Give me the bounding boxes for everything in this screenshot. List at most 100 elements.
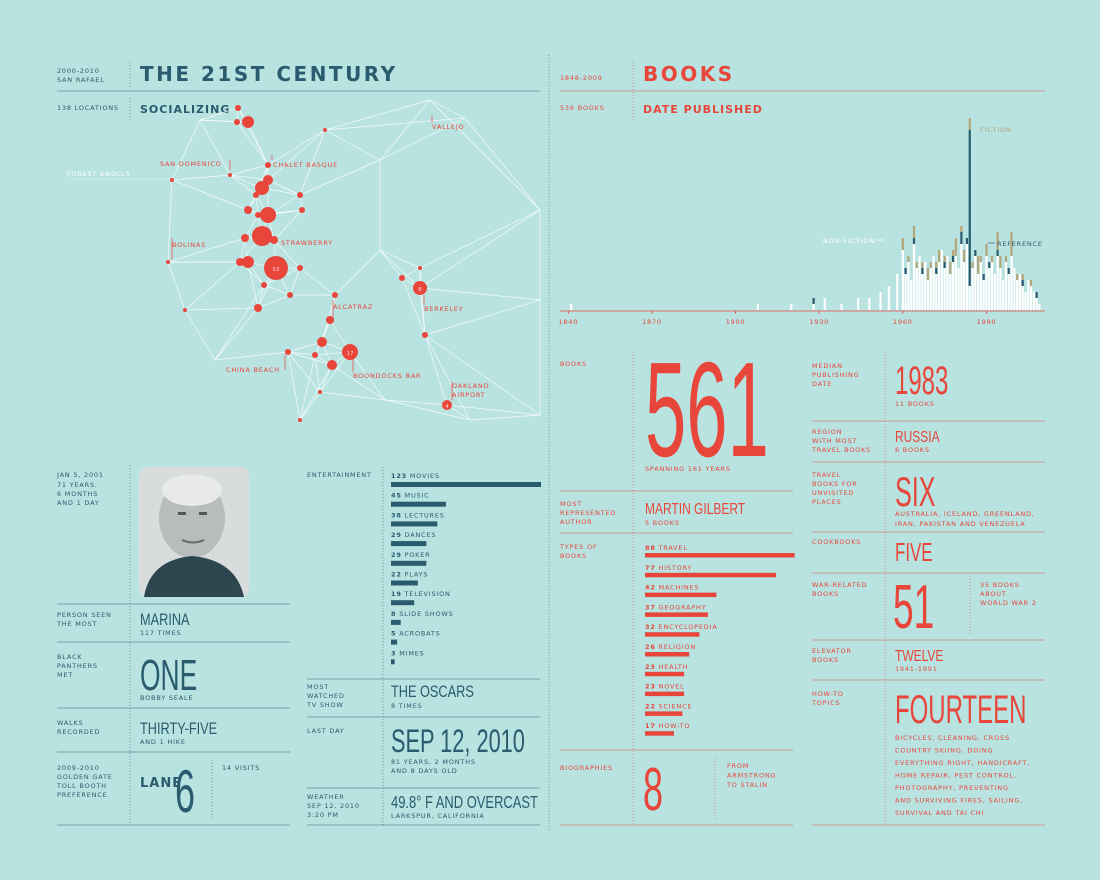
fact-label: REGION xyxy=(812,428,842,436)
bar-name: SLIDE SHOWS xyxy=(399,610,453,618)
map-edge xyxy=(464,117,541,211)
bar xyxy=(645,652,690,657)
bar-label: 19 TELEVISION xyxy=(391,590,451,598)
map-edge xyxy=(289,267,301,296)
bar-segment xyxy=(968,130,971,286)
fact-value: TWELVE xyxy=(895,646,943,664)
map-edge xyxy=(299,159,381,196)
map-location xyxy=(260,207,276,223)
map-edge xyxy=(167,237,246,263)
bar-segment xyxy=(929,268,932,310)
fact-value: SEP 12, 2010 xyxy=(391,723,525,759)
fact-label: TOPICS xyxy=(811,699,840,707)
bar-segment xyxy=(974,250,977,256)
bar-segment xyxy=(1004,256,1008,262)
bar-value: 45 xyxy=(391,492,402,500)
bar-label: 17 HOW-TO xyxy=(645,722,690,730)
bar-segment xyxy=(1029,286,1033,310)
fact-note: SPANNING 161 YEARS xyxy=(645,465,731,473)
fact-label: 3:20 PM xyxy=(307,811,339,819)
bar-segment xyxy=(1018,274,1022,310)
map-location xyxy=(298,418,302,422)
bar-name: TELEVISION xyxy=(404,590,451,598)
bar-segment xyxy=(965,238,969,244)
fact-note: ABOUT xyxy=(980,590,1007,598)
bar-segment xyxy=(840,304,843,310)
bar-name: TRAVEL xyxy=(658,544,688,552)
fact-value: ONE xyxy=(140,650,197,700)
fact-label: BOOKS xyxy=(560,360,587,368)
bar-label: 32 ENCYCLOPEDIA xyxy=(645,623,718,631)
bar-label: 22 PLAYS xyxy=(391,571,428,579)
bar-segment xyxy=(979,262,982,310)
fact-value: FIVE xyxy=(895,537,933,567)
map-location xyxy=(242,116,254,128)
map-edge xyxy=(401,267,421,279)
fact-label: BIOGRAPHIES xyxy=(560,764,613,772)
fact-value: 49.8° F AND OVERCAST xyxy=(391,793,538,813)
fact-label: BOOKS xyxy=(812,656,839,664)
bar-value: 26 xyxy=(645,643,656,651)
bar xyxy=(391,541,427,547)
bar-segment xyxy=(968,286,971,310)
fact-label: COOKBOOKS xyxy=(812,538,861,546)
map-edge xyxy=(287,351,316,356)
bar-segment xyxy=(963,250,966,262)
bar-segment xyxy=(1004,262,1008,310)
map-place-label: STRAWBERRY xyxy=(281,239,333,247)
bar-segment xyxy=(887,286,891,310)
bar xyxy=(391,580,418,586)
bar-segment xyxy=(1021,274,1024,280)
map-location xyxy=(332,292,338,298)
map-edge xyxy=(334,249,381,296)
bar-segment xyxy=(1007,274,1010,310)
legend-label: FICTION xyxy=(980,126,1012,134)
map-location xyxy=(235,105,241,111)
fact-note: COUNTRY SKIING, DOING xyxy=(895,747,993,755)
fact-label: PUBLISHING xyxy=(812,371,860,379)
map-location xyxy=(418,266,422,270)
bar-segment xyxy=(996,250,999,256)
bar-segment xyxy=(999,256,1002,268)
bar-segment xyxy=(756,304,760,310)
map-edge xyxy=(199,107,239,121)
fact-label: TOLL BOOTH xyxy=(56,782,107,790)
bar-segment xyxy=(924,262,927,310)
x-tick-label: 1900 xyxy=(726,318,746,326)
bar-name: DANCES xyxy=(405,531,437,539)
fact-label: SEP 12, 2010 xyxy=(307,802,360,810)
map-location xyxy=(183,308,187,312)
bar-segment xyxy=(982,274,985,280)
map-location xyxy=(253,192,259,198)
bar xyxy=(391,619,401,625)
bar-name: ENCYCLOPEDIA xyxy=(659,623,718,631)
header-dates: 1848-2009 xyxy=(560,74,603,82)
map-edge xyxy=(229,174,269,181)
bar-label: 29 POKER xyxy=(391,551,430,559)
fact-value: MARINA xyxy=(140,610,190,629)
bar-segment xyxy=(979,256,982,262)
map-location xyxy=(318,390,322,394)
fact-label: WATCHED xyxy=(307,692,345,700)
fact-value: 8 xyxy=(643,757,663,824)
bar-name: POKER xyxy=(405,551,431,559)
bar xyxy=(645,671,685,677)
map-edge xyxy=(255,194,259,216)
fact-note: 14 VISITS xyxy=(222,764,260,772)
bar-segment xyxy=(935,262,938,268)
fact-label: PANTHERS xyxy=(57,662,98,670)
bar-segment xyxy=(1029,280,1033,286)
bar-segment xyxy=(926,280,930,310)
bar-segment xyxy=(963,262,966,310)
map-location xyxy=(326,316,334,324)
fact-label: HOW-TO xyxy=(812,690,844,698)
map-edge xyxy=(446,404,541,416)
bar-segment xyxy=(960,232,963,244)
bar-value: 42 xyxy=(645,584,656,592)
bar-segment xyxy=(985,244,988,256)
bar-name: ACROBATS xyxy=(399,630,440,638)
map-edge xyxy=(419,287,541,301)
map-edge xyxy=(167,261,186,311)
map-edge xyxy=(424,334,471,421)
bar-segment xyxy=(1002,280,1005,310)
